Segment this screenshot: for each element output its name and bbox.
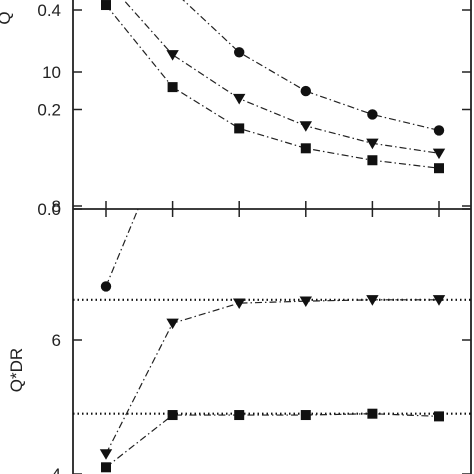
- data-point-square: [300, 410, 311, 421]
- y-tick-label: 6: [52, 331, 61, 350]
- data-point-circle: [301, 104, 311, 114]
- data-point-square: [101, 462, 111, 473]
- plot-area: [101, 0, 446, 174]
- data-point-square: [234, 123, 245, 134]
- series-line: [182, 0, 440, 131]
- data-point-triangle: [299, 121, 312, 132]
- data-point-triangle: [366, 138, 379, 150]
- data-point-circle: [234, 106, 244, 116]
- data-point-circle: [234, 47, 245, 58]
- y-tick-label: 4: [52, 465, 61, 474]
- y-axis-title: Q*DR: [7, 348, 26, 392]
- series-line: [105, 209, 139, 287]
- data-point-triangle: [99, 449, 113, 460]
- y-tick-label: 0.4: [37, 1, 61, 20]
- series-line: [105, 299, 439, 455]
- data-point-square: [434, 163, 444, 174]
- data-point-square: [300, 143, 311, 154]
- data-point-square: [367, 155, 378, 166]
- data-point-triangle: [366, 295, 379, 306]
- y-tick-label: 8: [52, 197, 61, 216]
- data-point-square: [167, 410, 178, 421]
- series-line: [105, 413, 440, 468]
- data-point-square: [234, 410, 245, 421]
- data-point-circle: [100, 281, 112, 292]
- top-panel: 0.0 0.2 0.4 Q: [0, 0, 471, 219]
- data-point-triangle: [299, 296, 312, 308]
- data-point-triangle: [432, 148, 446, 160]
- series-line: [122, 0, 440, 154]
- data-point-triangle: [166, 50, 179, 61]
- y-tick-label: 0.0: [37, 200, 61, 219]
- data-point-circle: [367, 109, 378, 120]
- data-point-square: [101, 0, 111, 11]
- data-point-circle: [434, 105, 444, 115]
- plot-area: [73, 104, 471, 473]
- data-point-circle: [433, 125, 445, 136]
- y-tick-label: 10: [42, 63, 61, 82]
- plot-frame: [72, 0, 472, 474]
- data-point-triangle: [233, 93, 246, 105]
- data-point-square: [434, 411, 444, 422]
- data-point-triangle: [432, 295, 446, 306]
- data-point-triangle: [233, 298, 246, 310]
- y-axis-title: Q: [0, 11, 14, 24]
- data-point-square: [167, 82, 178, 93]
- data-point-square: [367, 408, 378, 419]
- bottom-panel: 4 6 8 10 Q*DR: [7, 63, 471, 474]
- data-point-circle: [167, 120, 177, 130]
- data-point-circle: [300, 85, 311, 97]
- data-point-triangle: [166, 318, 179, 330]
- series-line: [105, 4, 440, 169]
- y-tick-label: 0.2: [37, 101, 61, 120]
